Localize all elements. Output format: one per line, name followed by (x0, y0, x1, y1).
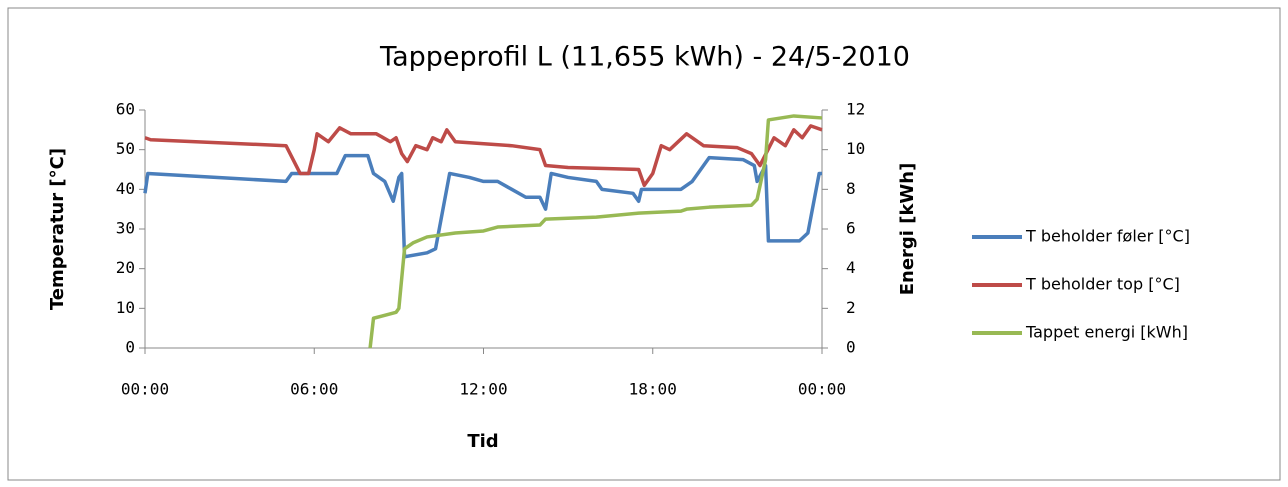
y-axis-label: Temperatur [°C] (47, 148, 68, 310)
legend-label: T beholder top [°C] (1025, 275, 1180, 294)
x-tick-label: 12:00 (459, 380, 507, 399)
series-line (144, 124, 823, 188)
y-tick-label: 40 (116, 179, 135, 198)
y2-tick-label: 8 (846, 179, 856, 198)
y-tick-label: 60 (116, 100, 135, 119)
chart-frame (7, 7, 1281, 481)
y-tick-label: 50 (116, 139, 135, 158)
y-tick-label: 10 (116, 298, 135, 317)
x-tick-label: 18:00 (629, 380, 677, 399)
x-tick-label: 06:00 (290, 380, 338, 399)
x-tick-label: 00:00 (798, 380, 846, 399)
legend-label: T beholder føler [°C] (1025, 227, 1190, 246)
x-tick-label: 00:00 (121, 380, 169, 399)
series-line (368, 114, 823, 349)
chart-title: Tappeprofil L (11,655 kWh) - 24/5-2010 (379, 42, 910, 73)
y2-tick-label: 12 (846, 100, 865, 119)
y2-tick-label: 6 (846, 219, 856, 238)
y-tick-label: 0 (125, 338, 135, 357)
y-tick-label: 20 (116, 258, 135, 277)
legend-label: Tappet energi [kWh] (1025, 323, 1188, 342)
y2-tick-label: 4 (846, 258, 856, 277)
y2-axis-label: Energi [kWh] (897, 163, 918, 296)
series-line (143, 153, 822, 259)
y-tick-label: 30 (116, 219, 135, 238)
y2-tick-label: 0 (846, 338, 856, 357)
y2-tick-label: 2 (846, 298, 856, 317)
x-axis-label: Tid (467, 431, 498, 452)
y2-tick-label: 10 (846, 139, 865, 158)
